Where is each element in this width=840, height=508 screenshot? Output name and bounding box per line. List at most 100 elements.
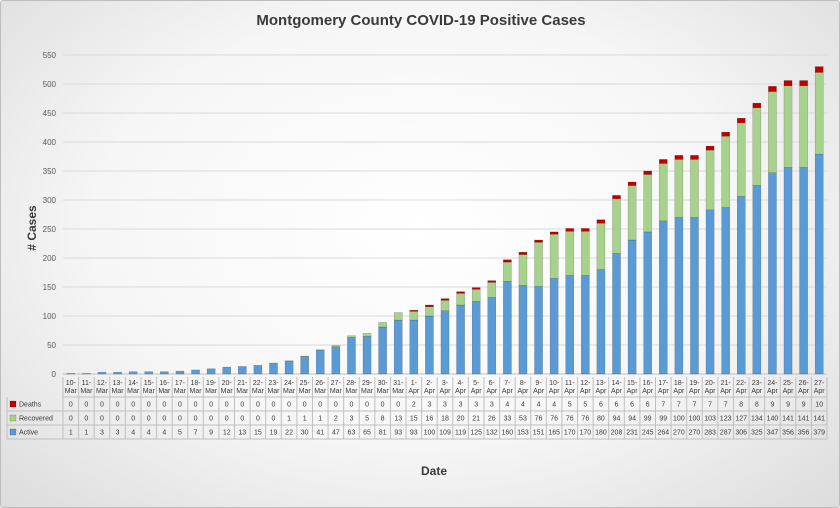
x-tick-label: 19-Apr bbox=[689, 380, 701, 395]
bar-recovered bbox=[581, 231, 590, 276]
table-cell: 347 bbox=[767, 430, 779, 437]
bar-active bbox=[113, 372, 122, 375]
table-cell: 325 bbox=[751, 430, 763, 437]
x-tick-label: 24-Mar bbox=[283, 380, 296, 395]
x-tick-label: 10-Mar bbox=[65, 380, 78, 395]
table-cell: 47 bbox=[332, 430, 340, 437]
y-tick-label: 450 bbox=[43, 109, 57, 118]
x-tick-label: 29-Mar bbox=[361, 380, 374, 395]
bar-deaths bbox=[581, 228, 590, 232]
y-tick-label: 500 bbox=[43, 80, 57, 89]
table-cell: 0 bbox=[256, 416, 260, 423]
bar-active bbox=[783, 167, 793, 375]
table-cell: 7 bbox=[708, 402, 712, 409]
bar-recovered bbox=[284, 360, 294, 362]
table-cell: 132 bbox=[486, 430, 498, 437]
legend-key-recovered bbox=[9, 414, 17, 422]
bar-recovered bbox=[471, 289, 481, 302]
table-cell: 1 bbox=[303, 416, 307, 423]
bar-active bbox=[66, 373, 76, 375]
bar-recovered bbox=[518, 254, 528, 286]
bar-active bbox=[362, 336, 372, 375]
table-cell: 125 bbox=[470, 430, 482, 437]
bar-active bbox=[222, 366, 231, 375]
table-cell: 4 bbox=[521, 402, 525, 409]
table-cell: 26 bbox=[488, 416, 496, 423]
table-cell: 10 bbox=[815, 402, 823, 409]
bar-deaths bbox=[674, 155, 684, 160]
table-cell: 0 bbox=[365, 402, 369, 409]
x-tick-label: 12-Mar bbox=[96, 380, 109, 395]
x-tick-label: 25-Mar bbox=[299, 380, 312, 395]
y-tick-label: 250 bbox=[43, 225, 57, 234]
table-cell: 7 bbox=[661, 402, 665, 409]
table-cell: 153 bbox=[517, 430, 529, 437]
bar-recovered bbox=[752, 107, 762, 186]
bar-active bbox=[518, 285, 528, 375]
table-cell: 4 bbox=[552, 402, 556, 409]
bar-active bbox=[284, 361, 294, 375]
table-cell: 2 bbox=[334, 416, 338, 423]
x-tick-label: 8-Apr bbox=[518, 380, 530, 395]
bar-active bbox=[206, 368, 216, 375]
table-cell: 1 bbox=[69, 430, 73, 437]
table-cell: 6 bbox=[615, 402, 619, 409]
y-tick-label: 350 bbox=[43, 167, 57, 176]
table-cell: 93 bbox=[394, 430, 402, 437]
table-cell: 100 bbox=[673, 416, 685, 423]
bar-active bbox=[456, 304, 465, 375]
y-tick-label: 100 bbox=[43, 312, 57, 321]
table-cell: 15 bbox=[410, 416, 418, 423]
bar-recovered bbox=[768, 91, 777, 173]
table-cell: 4 bbox=[131, 430, 135, 437]
x-tick-label: 17-Apr bbox=[658, 380, 670, 395]
table-cell: 1 bbox=[84, 430, 88, 437]
bar-active bbox=[799, 167, 808, 375]
table-cell: 141 bbox=[798, 416, 810, 423]
table-cell: 53 bbox=[519, 416, 527, 423]
table-cell: 0 bbox=[303, 402, 307, 409]
bar-active bbox=[721, 207, 730, 375]
y-axis-ticks: 0 50 100 150 200 250 300 350 400 450 500 550 bbox=[43, 51, 57, 379]
data-table: 10-Mar11-Mar12-Mar13-Mar14-Mar15-Mar16-M… bbox=[6, 377, 828, 440]
bar-active bbox=[659, 220, 668, 375]
table-cell: 2 bbox=[412, 402, 416, 409]
bar-active bbox=[705, 209, 715, 375]
bar-deaths bbox=[690, 155, 699, 160]
table-cell: 287 bbox=[720, 430, 732, 437]
legend-label-active: Active bbox=[19, 430, 38, 437]
table-cell: 30 bbox=[301, 430, 309, 437]
table-cell: 0 bbox=[272, 416, 276, 423]
table-cell: 5 bbox=[178, 430, 182, 437]
table-cell: 4 bbox=[162, 430, 166, 437]
bar-active bbox=[487, 297, 497, 375]
bar-active bbox=[736, 196, 746, 375]
table-cell: 0 bbox=[240, 416, 244, 423]
bar-active bbox=[347, 337, 356, 375]
table-cell: 21 bbox=[472, 416, 480, 423]
y-tick-label: 150 bbox=[43, 283, 57, 292]
x-tick-label: 26-Mar bbox=[314, 380, 327, 395]
bar-recovered bbox=[705, 149, 715, 211]
legend-key-deaths bbox=[9, 400, 17, 408]
table-cell: 13 bbox=[394, 416, 402, 423]
table-cell: 141 bbox=[813, 416, 825, 423]
y-tick-label: 200 bbox=[43, 254, 57, 263]
bar-deaths bbox=[643, 170, 652, 175]
bar-active bbox=[144, 371, 154, 375]
x-tick-label: 27-Mar bbox=[330, 380, 343, 395]
bar-active bbox=[503, 281, 512, 375]
bar-deaths bbox=[705, 145, 715, 151]
table-cell: 6 bbox=[599, 402, 603, 409]
bar-deaths bbox=[612, 195, 621, 200]
bar-active bbox=[627, 239, 637, 375]
x-tick-label: 26-Apr bbox=[798, 380, 810, 395]
bar-active bbox=[534, 286, 543, 375]
table-cell: 94 bbox=[628, 416, 636, 423]
table-cell: 0 bbox=[116, 402, 120, 409]
table-cell: 0 bbox=[84, 402, 88, 409]
x-tick-label: 23-Apr bbox=[751, 380, 763, 395]
bars bbox=[66, 66, 824, 375]
bar-recovered bbox=[549, 234, 559, 279]
